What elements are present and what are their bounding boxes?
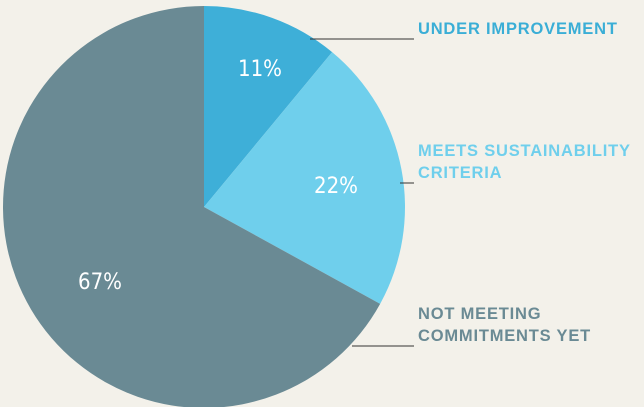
value-label: 11% [238,57,282,82]
pie-slice [204,52,405,304]
value-label: 22% [314,174,358,199]
legend-label: MEETS SUSTAINABILITY CRITERIA [418,142,631,182]
legend-label: NOT MEETING COMMITMENTS YET [418,305,592,345]
value-label: 67% [78,270,122,295]
pie-slice [3,6,381,407]
legend-label: UNDER IMPROVEMENT [418,20,618,38]
pie-slice [204,6,333,207]
pie: 11% 22% 67% [3,6,405,407]
